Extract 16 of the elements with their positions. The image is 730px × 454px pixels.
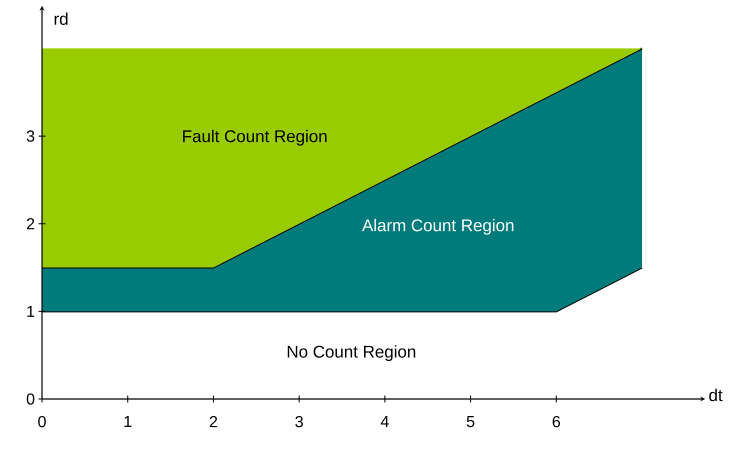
- y-tick-label: 2: [26, 218, 34, 230]
- x-tick-label: 0: [38, 416, 46, 428]
- x-tick-label: 1: [124, 416, 132, 427]
- x-tick-label: 2: [210, 416, 218, 428]
- x-tick-label: 5: [466, 416, 474, 428]
- series-label: No Count Region: [288, 345, 416, 362]
- y-tick-label: 3: [26, 130, 34, 142]
- x-axis-title: dt: [709, 388, 723, 402]
- series-label: Alarm Count Region: [362, 218, 514, 235]
- y-tick-label: 1: [27, 306, 34, 317]
- y-axis-title: rd: [54, 12, 68, 25]
- x-tick-label: 6: [552, 416, 560, 428]
- series-label: Fault Count Region: [183, 130, 327, 146]
- x-tick-label: 4: [380, 416, 389, 427]
- x-tick-label: 3: [295, 416, 303, 428]
- y-tick-label: 0: [26, 393, 34, 405]
